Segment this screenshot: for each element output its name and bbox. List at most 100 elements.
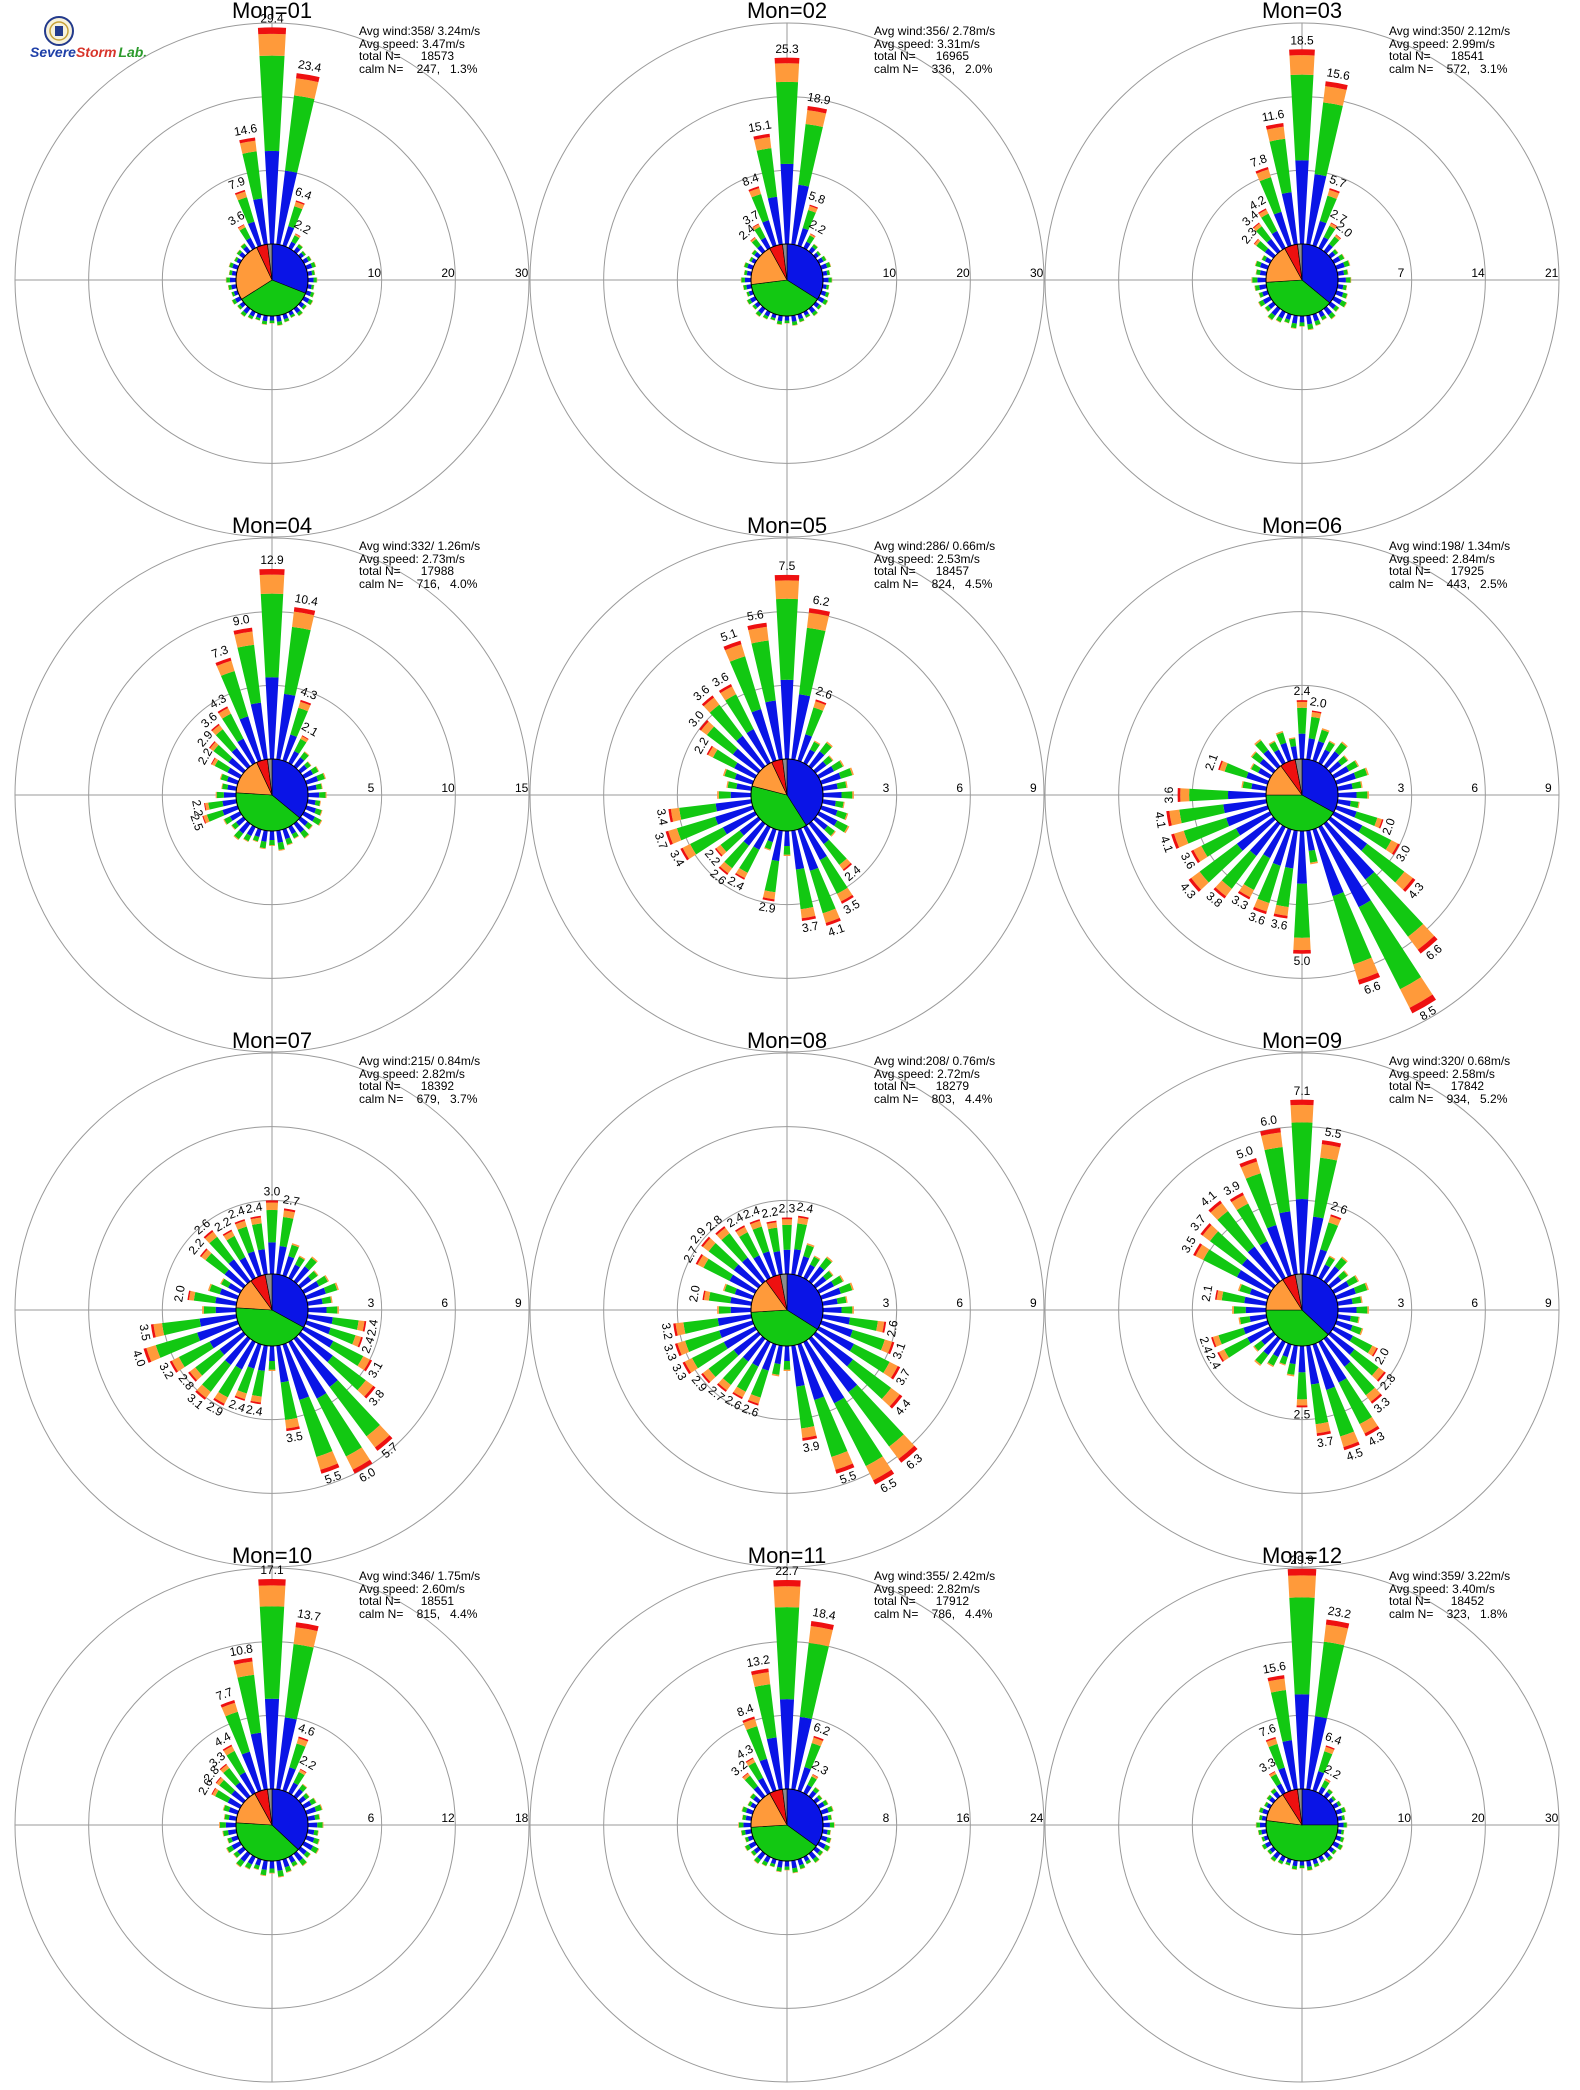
bar-segment-orange xyxy=(146,1345,161,1362)
bar-segment-red xyxy=(1402,877,1416,892)
bar-value-label: 2.2 xyxy=(189,799,206,818)
stats-line: total N= 18551 xyxy=(359,1594,455,1608)
bar-segment-orange xyxy=(708,746,718,758)
bar-segment-green xyxy=(1332,892,1372,965)
bar-value-label: 29.9 xyxy=(1290,1553,1314,1567)
bar-segment-orange xyxy=(1364,1282,1369,1291)
bar-segment-green xyxy=(280,1381,298,1420)
bar-segment-orange xyxy=(1254,239,1261,246)
bar-segment-green xyxy=(1288,738,1297,748)
bar-segment-orange xyxy=(322,1822,324,1828)
bar-segment-orange xyxy=(752,305,756,310)
bar-segment-orange xyxy=(294,233,301,239)
bar-segment-green xyxy=(1284,318,1290,324)
bar-segment-red xyxy=(219,1763,227,1771)
bar-segment-green xyxy=(724,841,749,869)
bar-segment-orange xyxy=(228,270,231,275)
bar-segment-orange xyxy=(1268,740,1276,745)
bar-segment-orange xyxy=(1261,1837,1264,1842)
bar-segment-green xyxy=(798,317,805,323)
bar-segment-red xyxy=(150,1324,156,1338)
bar-segment-red xyxy=(295,1622,319,1632)
bar-segment-blue xyxy=(1297,830,1307,884)
bar-value-label: 7.3 xyxy=(210,642,231,661)
bar-segment-green xyxy=(1261,1843,1268,1850)
bar-segment-orange xyxy=(291,1243,300,1248)
bar-segment-green xyxy=(783,845,791,855)
pie-outline xyxy=(750,758,824,832)
bar-segment-orange xyxy=(1395,871,1413,890)
bar-segment-orange xyxy=(1400,977,1433,1008)
bar-segment-blue xyxy=(1272,828,1292,866)
stats-line: calm N= 934, 5.2% xyxy=(1389,1091,1508,1106)
bar-segment-orange xyxy=(844,825,850,834)
bar-segment-orange xyxy=(293,1627,318,1648)
bar-segment-orange xyxy=(700,721,715,736)
bar-segment-green xyxy=(1279,1355,1288,1365)
bar-segment-orange xyxy=(1285,1863,1290,1866)
bar-segment-blue xyxy=(228,1283,242,1294)
bar-segment-orange xyxy=(1359,1416,1378,1434)
bar-segment-red xyxy=(673,1323,678,1337)
bar-value-label: 3.0 xyxy=(264,1185,281,1199)
bar-segment-blue xyxy=(229,277,237,283)
stats-line: Avg wind:208/ 0.76m/s xyxy=(874,1054,996,1068)
bar-segment-green xyxy=(761,1860,768,1867)
bar-segment-red xyxy=(195,1390,207,1400)
pie-outline xyxy=(235,758,309,832)
bar-segment-blue xyxy=(288,241,296,250)
bar-segment-blue xyxy=(744,277,752,283)
bar-segment-red xyxy=(810,233,816,237)
bar-segment-blue xyxy=(1306,1216,1324,1275)
bar-segment-green xyxy=(794,1223,807,1251)
bar-segment-orange xyxy=(1343,1806,1347,1812)
bar-segment-red xyxy=(1265,123,1284,130)
stats-line: Avg wind:355/ 2.42m/s xyxy=(874,1569,996,1583)
bar-value-label: 23.4 xyxy=(297,57,323,75)
bar-segment-green xyxy=(310,1845,319,1854)
bar-value-label: 23.2 xyxy=(1327,1604,1353,1622)
bar-segment-blue xyxy=(817,1281,835,1294)
pie-outline xyxy=(1265,243,1339,317)
bar-segment-green xyxy=(243,833,252,842)
bar-segment-orange xyxy=(797,1217,809,1226)
ring-circle xyxy=(529,1052,1045,1568)
bar-segment-green xyxy=(231,291,236,297)
bar-segment-orange xyxy=(322,772,326,780)
bar-segment-blue xyxy=(247,1855,256,1865)
bar-segment-green xyxy=(306,255,312,262)
bar-segment-green xyxy=(1224,763,1249,779)
bar-segment-blue xyxy=(282,226,295,247)
bar-segment-blue xyxy=(1335,1835,1342,1842)
bar-segment-blue xyxy=(1249,1314,1267,1323)
bar-segment-blue xyxy=(298,816,309,826)
bar-segment-red xyxy=(203,1230,214,1239)
bar-value-label: 25.3 xyxy=(775,42,799,56)
bar-segment-green xyxy=(1334,742,1347,756)
bar-segment-blue xyxy=(822,277,829,283)
bar-segment-orange xyxy=(1347,260,1351,266)
bar-value-label: 10.4 xyxy=(294,591,320,609)
bar-segment-orange xyxy=(298,312,303,317)
bar-segment-red xyxy=(237,224,245,229)
bar-segment-orange xyxy=(240,313,245,317)
bar-segment-green xyxy=(1261,1836,1266,1842)
bar-segment-orange xyxy=(298,1769,307,1776)
bar-segment-blue xyxy=(817,1801,825,1809)
bar-segment-blue xyxy=(1312,741,1325,762)
bar-segment-green xyxy=(805,1859,812,1865)
bar-segment-green xyxy=(1268,1743,1285,1770)
bar-segment-blue xyxy=(222,799,237,807)
bar-segment-green xyxy=(783,1360,791,1370)
bar-segment-red xyxy=(320,1463,340,1474)
bar-segment-orange xyxy=(742,285,745,291)
bar-segment-orange xyxy=(813,740,821,745)
bar-segment-green xyxy=(299,1858,307,1866)
bar-segment-orange xyxy=(808,205,818,213)
bar-segment-blue xyxy=(239,716,262,762)
pie-outline xyxy=(1265,1273,1339,1347)
bar-segment-red xyxy=(211,1787,216,1795)
bar-segment-orange xyxy=(697,1255,709,1268)
